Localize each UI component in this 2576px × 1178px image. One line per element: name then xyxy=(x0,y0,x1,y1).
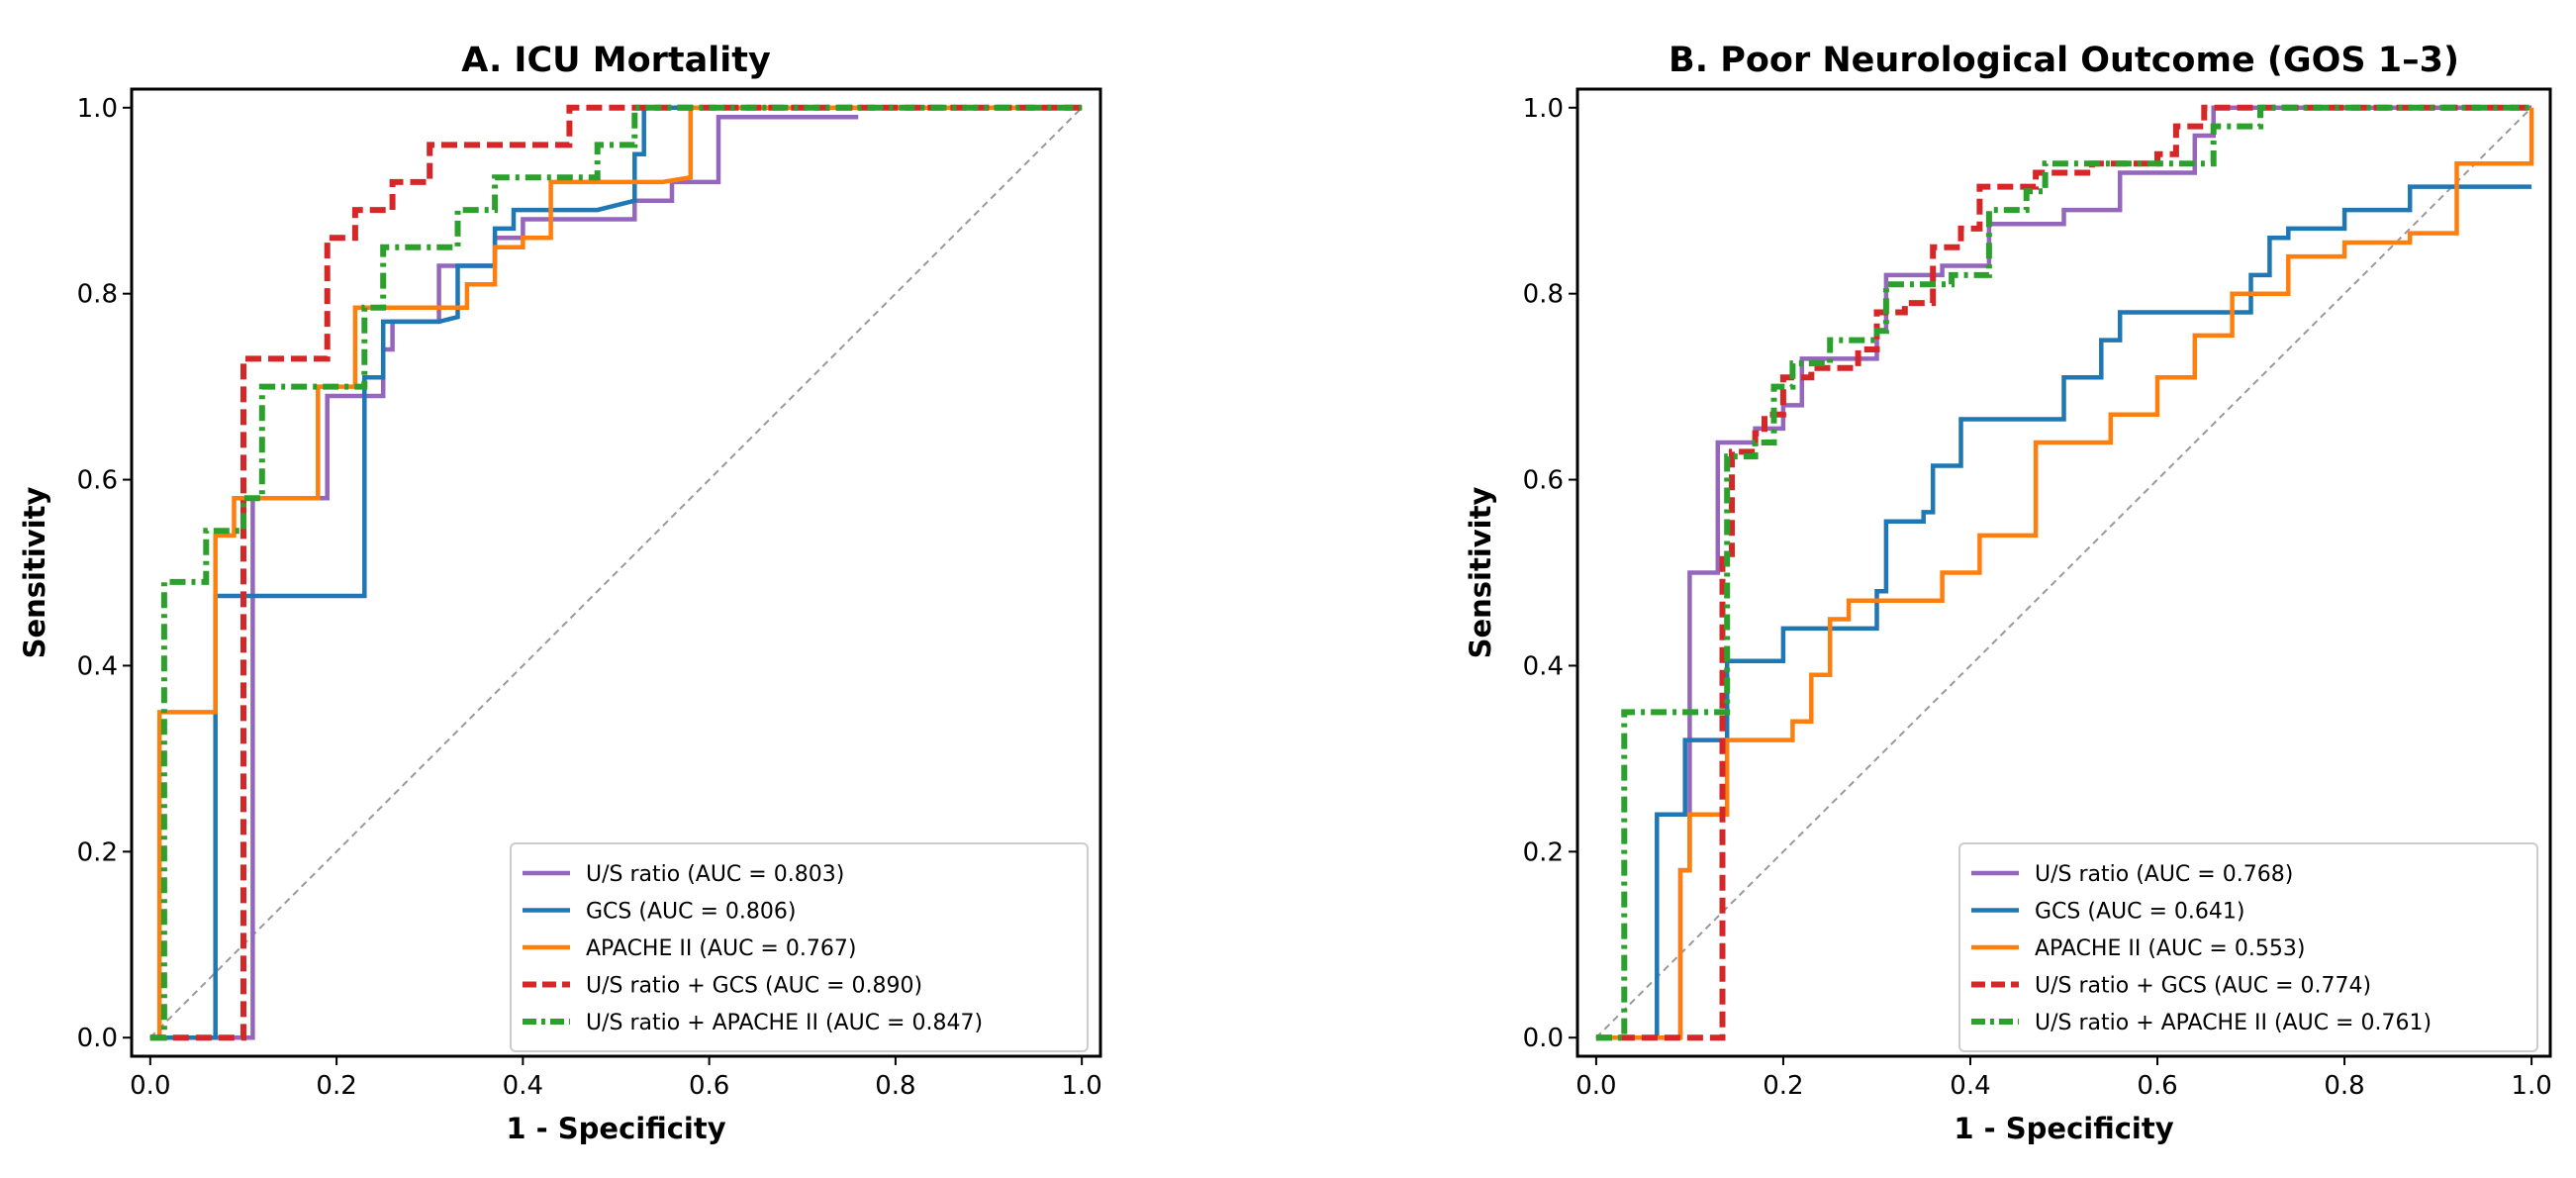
legend-entry: APACHE II (AUC = 0.553) xyxy=(2035,936,2305,961)
legend-entry: U/S ratio (AUC = 0.768) xyxy=(2035,862,2293,887)
reference-diagonal-line xyxy=(149,107,1083,1038)
y-axis-label: Sensitivity xyxy=(1464,487,1497,659)
legend-entry: GCS (AUC = 0.641) xyxy=(2035,900,2244,925)
x-tick-label: 0.0 xyxy=(130,1071,170,1101)
x-tick-label: 0.0 xyxy=(1575,1071,1616,1101)
x-tick-label: 1.0 xyxy=(2511,1071,2551,1101)
x-tick-label: 0.2 xyxy=(316,1071,356,1101)
legend: U/S ratio (AUC = 0.803) GCS (AUC = 0.806)… xyxy=(510,842,1089,1052)
panel-b: B. Poor Neurological Outcome (GOS 1–3) 0.… xyxy=(1464,41,2552,1145)
roc-curve-2 xyxy=(149,105,1083,1040)
roc-curve-5 xyxy=(1595,104,2532,1041)
x-tick-label: 0.6 xyxy=(2137,1071,2177,1101)
y-tick-label: 1.0 xyxy=(77,94,118,124)
x-tick-label: 1.0 xyxy=(1061,1071,1101,1101)
y-tick-label: 0.4 xyxy=(1523,651,1564,681)
y-tick-label: 1.0 xyxy=(1523,94,1564,124)
y-tick-label: 0.6 xyxy=(1523,466,1564,496)
reference-diagonal-line xyxy=(1595,107,2532,1038)
y-tick-label: 0.2 xyxy=(77,837,118,867)
y-tick-label: 0.6 xyxy=(77,466,118,496)
x-tick-label: 0.8 xyxy=(875,1071,915,1101)
x-tick-label: 0.4 xyxy=(503,1071,543,1101)
y-tick-label: 0.8 xyxy=(77,280,118,310)
roc-curve-2 xyxy=(1595,184,2532,1040)
legend-entry: U/S ratio + APACHE II (AUC = 0.761) xyxy=(2035,1011,2432,1035)
legend-box xyxy=(1958,842,2538,1052)
plot-frame xyxy=(130,87,1102,1058)
roc-curve-5 xyxy=(149,104,1083,1041)
legend-entry: U/S ratio + GCS (AUC = 0.774) xyxy=(2035,974,2371,999)
y-tick-label: 0.8 xyxy=(1523,280,1564,310)
roc-curve-4 xyxy=(149,104,1083,1041)
legend-entry: GCS (AUC = 0.806) xyxy=(586,900,796,925)
legend-box xyxy=(510,842,1089,1052)
plot-frame xyxy=(1575,87,2552,1058)
legend: U/S ratio (AUC = 0.768) GCS (AUC = 0.641)… xyxy=(1958,842,2538,1052)
y-tick-label: 0.0 xyxy=(77,1024,118,1053)
roc-curve-3 xyxy=(149,105,1083,1040)
chart-title: B. Poor Neurological Outcome (GOS 1–3) xyxy=(1669,41,2459,80)
x-axis-label: 1 - Specificity xyxy=(506,1112,725,1145)
y-tick-label: 0.4 xyxy=(77,651,118,681)
legend-entry: U/S ratio + GCS (AUC = 0.890) xyxy=(586,974,922,999)
y-tick-label: 0.0 xyxy=(1523,1024,1564,1053)
y-axis-label: Sensitivity xyxy=(18,487,51,659)
x-tick-label: 0.2 xyxy=(1763,1071,1803,1101)
x-axis-label: 1 - Specificity xyxy=(1954,1112,2173,1145)
legend-entry: U/S ratio + APACHE II (AUC = 0.847) xyxy=(586,1011,983,1035)
x-tick-label: 0.8 xyxy=(2324,1071,2364,1101)
roc-curve-3 xyxy=(1595,107,2534,1040)
chart-title: A. ICU Mortality xyxy=(461,41,771,80)
x-tick-label: 0.4 xyxy=(1950,1071,1990,1101)
legend-entry: APACHE II (AUC = 0.767) xyxy=(586,936,856,961)
legend-entry: U/S ratio (AUC = 0.803) xyxy=(586,862,844,887)
x-tick-label: 0.6 xyxy=(689,1071,729,1101)
y-tick-label: 0.2 xyxy=(1523,837,1564,867)
panel-a: A. ICU Mortality 0.0 0.2 0.4 0.6 0.8 1.0 0.0 0.2… xyxy=(18,41,1102,1145)
